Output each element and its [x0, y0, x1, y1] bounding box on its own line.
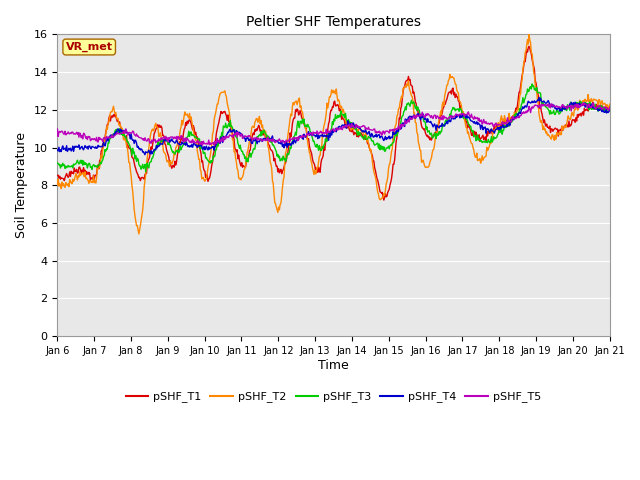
X-axis label: Time: Time — [318, 359, 349, 372]
Legend: pSHF_T1, pSHF_T2, pSHF_T3, pSHF_T4, pSHF_T5: pSHF_T1, pSHF_T2, pSHF_T3, pSHF_T4, pSHF… — [121, 387, 546, 407]
Text: VR_met: VR_met — [66, 42, 113, 52]
Y-axis label: Soil Temperature: Soil Temperature — [15, 132, 28, 238]
Title: Peltier SHF Temperatures: Peltier SHF Temperatures — [246, 15, 421, 29]
